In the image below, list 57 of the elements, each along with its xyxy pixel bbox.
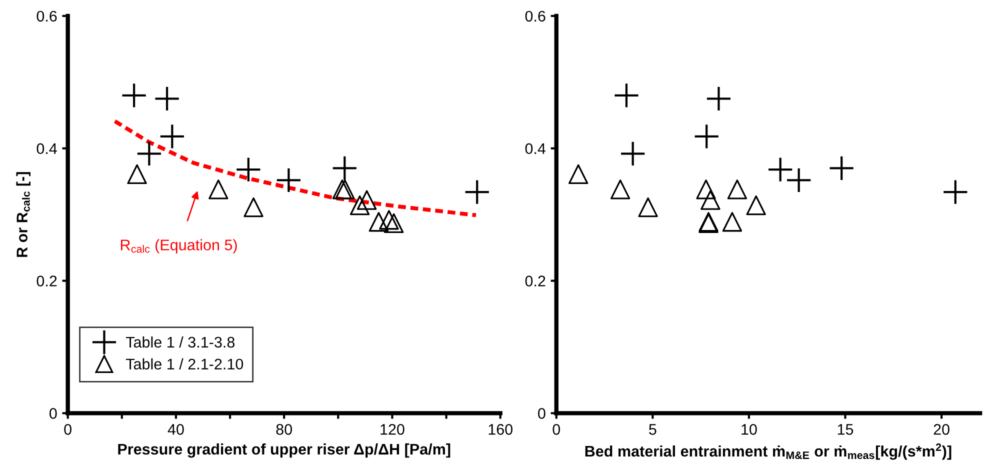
point: [332, 156, 356, 180]
point: [368, 212, 389, 232]
point: [160, 124, 184, 148]
point: [727, 180, 748, 200]
point: [614, 84, 638, 108]
annotation: R$_{calc}$ (Equation 5): [120, 239, 237, 254]
x-tick-label: 5: [649, 424, 656, 435]
x-tick-label: 80: [276, 424, 292, 435]
legend-label: Table 1 / 2.1-2.10: [126, 358, 244, 370]
y-tick-label: 0.4: [525, 143, 546, 154]
point: [700, 190, 720, 210]
y-tick-label: 0.4: [36, 143, 57, 154]
point: [127, 164, 147, 184]
x-tick-label: 40: [168, 424, 184, 435]
point: [830, 156, 854, 180]
point: [746, 195, 766, 216]
x-tick-label: 0: [552, 424, 560, 435]
point: [379, 210, 399, 230]
y-tick-label: 0: [50, 408, 57, 419]
point: [137, 142, 161, 166]
y-tick-label: 0.6: [36, 10, 57, 22]
point: [638, 197, 658, 218]
point: [610, 180, 630, 200]
x-axis-title: Pressure gradient of upper riser Δp/ΔH [Pa/m]: [118, 443, 450, 458]
point: [208, 180, 228, 200]
x-tick-label: 120: [380, 424, 404, 435]
y-axis-title: R or R$_{calc}$ [-]: [16, 172, 30, 257]
point: [944, 180, 968, 204]
legend-label: Table 1 / 3.1-3.8: [126, 336, 235, 348]
y-tick-label: 0.2: [525, 276, 546, 286]
line-series: [112, 119, 478, 218]
point: [236, 158, 260, 182]
point: [244, 197, 264, 218]
y-tick-label: 0.6: [525, 10, 546, 22]
x-tick-label: 0: [64, 424, 72, 435]
x-tick-label: 20: [934, 424, 950, 435]
point: [356, 190, 377, 210]
point: [276, 168, 300, 192]
point: [787, 168, 811, 192]
point: [384, 213, 404, 234]
point: [465, 180, 489, 204]
y-tick-label: 0.2: [36, 276, 57, 286]
point: [694, 124, 718, 148]
y-tick-label: 0: [538, 408, 546, 419]
x-tick-label: 10: [742, 424, 757, 435]
point: [350, 195, 370, 216]
point: [722, 212, 742, 232]
x-tick-label: 15: [838, 424, 854, 435]
point: [155, 86, 179, 111]
point: [768, 158, 792, 182]
point: [621, 142, 645, 166]
point: [568, 164, 588, 184]
x-tick-label: 160: [488, 424, 512, 435]
point: [122, 84, 146, 108]
point: [696, 180, 716, 200]
point: [706, 86, 731, 111]
x-axis-title: Bed material entrainment ṁ$_{M&E}$ or ṁ$_{meas}$[kg/(s*m$^{2}$)]: [585, 443, 952, 460]
